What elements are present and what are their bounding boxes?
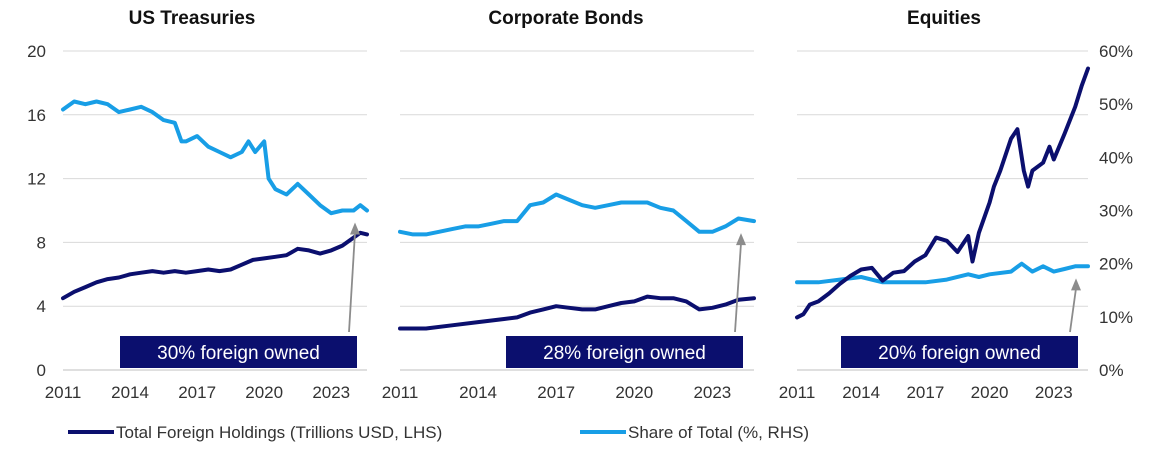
annotation-text: 20% foreign owned [878,343,1041,364]
series-line-holdings [61,230,369,301]
x-tick-label: 2020 [971,383,1009,402]
legend-label-holdings: Total Foreign Holdings (Trillions USD, L… [116,423,442,442]
panel-title: Corporate Bonds [488,8,643,29]
y-tick-label-left: 20 [27,42,46,61]
annotation-box [841,336,1078,368]
annotation-arrow-head [1071,278,1081,291]
x-tick-label: 2023 [693,383,731,402]
y-tick-label-right: 10% [1099,308,1133,327]
x-tick-label: 2011 [779,383,816,402]
annotation-arrow-shaft [348,232,356,333]
y-tick-label-right: 60% [1099,42,1133,61]
x-tick-label: 2017 [178,383,216,402]
annotation-box [120,336,357,368]
y-tick-label-right: 30% [1099,202,1133,221]
x-tick-label: 2014 [459,383,497,402]
y-tick-label-right: 40% [1099,148,1133,167]
y-tick-label-right: 50% [1099,95,1133,114]
x-tick-label: 2023 [312,383,350,402]
x-tick-label: 2017 [906,383,944,402]
x-tick-label: 2017 [537,383,575,402]
panel-equities: Equities 2011 2014 2017 2020 2023 0% 10% 20% 30%… [779,8,1133,402]
panel-us-treasuries: US Treasuries 2011 2014 2017 2020 2023 0 4 8 12 1… [27,8,369,402]
annotation-arrow-head [350,222,360,235]
y-tick-label-left: 4 [37,297,46,316]
y-tick-label-left: 0 [37,361,46,380]
annotation-arrow-shaft [734,243,742,333]
x-tick-label: 2011 [45,383,82,402]
y-tick-label-right: 0% [1099,361,1124,380]
y-tick-label-left: 12 [27,170,46,189]
legend-label-share: Share of Total (%, RHS) [628,423,809,442]
x-tick-label: 2020 [615,383,653,402]
panel-corporate-bonds: Corporate Bonds 2011 2014 2017 2020 2023 28% … [382,8,756,402]
annotation-text: 28% foreign owned [543,343,706,364]
panel-title: US Treasuries [129,8,256,29]
annotation-text: 30% foreign owned [157,343,320,364]
series-line-share [795,261,1090,285]
annotation-box [506,336,743,368]
x-tick-label: 2014 [111,383,149,402]
annotation-arrow-shaft [1069,288,1077,333]
y-tick-label-left: 8 [37,233,46,252]
y-tick-label-right: 20% [1099,255,1133,274]
x-tick-label: 2011 [382,383,419,402]
series-line-share [398,192,756,237]
series-line-share [61,99,369,216]
x-tick-label: 2014 [842,383,880,402]
legend: Total Foreign Holdings (Trillions USD, L… [68,423,809,442]
annotation-arrow-head [736,233,746,246]
x-tick-label: 2020 [245,383,283,402]
series-line-holdings [398,294,756,331]
series-line-holdings [795,66,1090,320]
y-tick-label-left: 16 [27,106,46,125]
panel-title: Equities [907,8,981,29]
x-tick-label: 2023 [1035,383,1073,402]
